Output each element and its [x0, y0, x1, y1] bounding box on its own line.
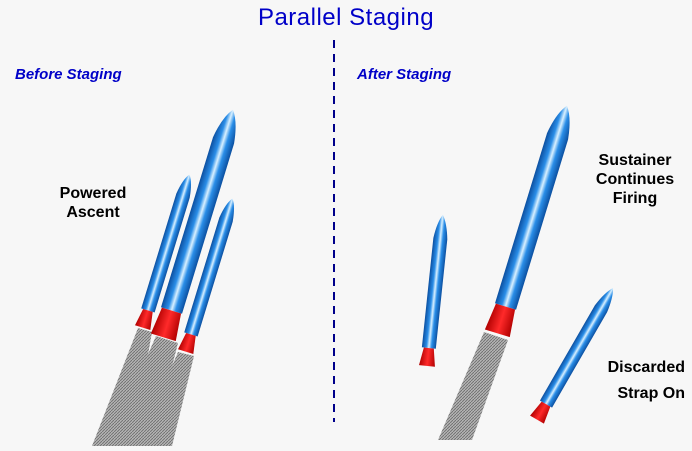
- label-line: Powered: [59, 185, 127, 202]
- section-label-before: Before Staging: [15, 66, 122, 83]
- exhaust-plume-sustainer: [438, 332, 508, 440]
- exhaust-plume-core: [108, 336, 178, 446]
- rocket-right-strapon: [178, 198, 235, 354]
- label-line: Sustainer: [598, 152, 672, 169]
- label-discarded: Discarded Strap On: [585, 355, 685, 407]
- rocket-sustainer: [484, 105, 570, 338]
- label-sustainer: Sustainer Continues Firing: [582, 151, 688, 208]
- rocket-left-strapon: [135, 174, 192, 330]
- label-line: Strap On: [617, 385, 685, 402]
- rocket-discarded-strapon-right: [530, 288, 614, 424]
- section-label-after: After Staging: [357, 66, 452, 83]
- rocket-discarded-strapon-left: [418, 214, 448, 367]
- label-line: Continues: [595, 171, 675, 188]
- label-powered-ascent: Powered Ascent: [40, 184, 146, 222]
- rocket-core-before: [150, 109, 236, 342]
- label-line: Ascent: [66, 204, 120, 221]
- page-title: Parallel Staging: [257, 4, 435, 31]
- label-line: Firing: [612, 190, 658, 207]
- exhaust-plume-right-strapon: [138, 352, 194, 446]
- label-line: Discarded: [607, 359, 685, 376]
